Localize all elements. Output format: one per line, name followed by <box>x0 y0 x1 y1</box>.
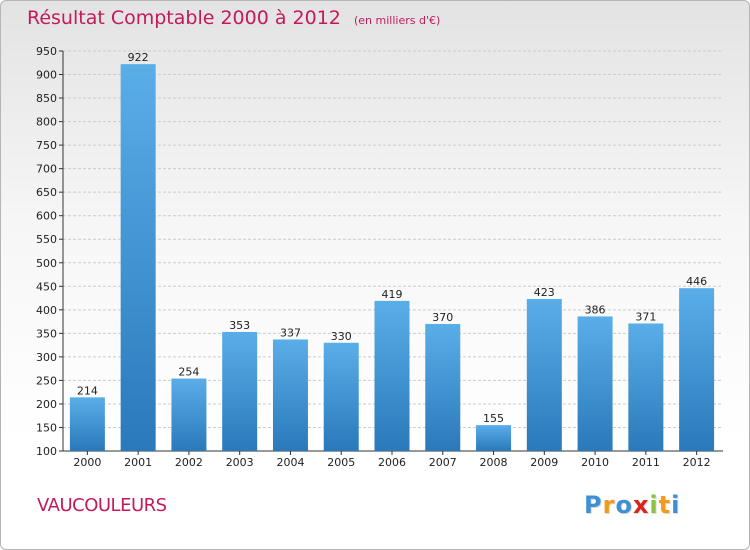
chart-subtitle: (en milliers d'€) <box>353 14 441 27</box>
proxiti-logo: Proxiti <box>584 491 680 519</box>
bar-2001 <box>120 64 156 452</box>
chart-title: Résultat Comptable 2000 à 2012 <box>27 7 341 29</box>
y-tick-label: 750 <box>36 139 57 152</box>
bar-2010 <box>577 316 613 451</box>
x-tick-label: 2001 <box>124 456 152 469</box>
location-name: VAUCOULEURS <box>37 495 167 516</box>
x-tick-label: 2002 <box>175 456 203 469</box>
y-tick-label: 700 <box>36 163 57 176</box>
bar-value-label: 254 <box>178 366 199 379</box>
bar-value-label: 371 <box>635 310 656 323</box>
logo-letter: i <box>671 491 681 519</box>
x-tick-label: 2004 <box>276 456 304 469</box>
bar-2008 <box>476 425 512 451</box>
y-tick-label: 800 <box>36 116 57 129</box>
y-tick-label: 550 <box>36 233 57 246</box>
chart-header: Résultat Comptable 2000 à 2012 (en milli… <box>27 7 440 29</box>
x-tick-label: 2008 <box>480 456 508 469</box>
bar-2007 <box>425 323 461 451</box>
bar-value-label: 419 <box>382 288 403 301</box>
x-tick-label: 2011 <box>632 456 660 469</box>
bar-2005 <box>323 342 359 451</box>
y-tick-label: 250 <box>36 374 57 387</box>
bar-value-label: 370 <box>432 311 453 324</box>
x-tick-label: 2010 <box>581 456 609 469</box>
bar-value-label: 155 <box>483 412 504 425</box>
x-tick-label: 2000 <box>73 456 101 469</box>
logo-letter: x <box>632 491 650 519</box>
y-tick-label: 500 <box>36 257 57 270</box>
logo-letter: r <box>602 491 616 519</box>
logo-letter: o <box>615 491 633 519</box>
bar-2002 <box>171 378 207 451</box>
y-tick-label: 900 <box>36 69 57 82</box>
bar-value-label: 214 <box>77 384 98 397</box>
y-tick-label: 600 <box>36 210 57 223</box>
x-tick-label: 2007 <box>429 456 457 469</box>
y-tick-label: 300 <box>36 351 57 364</box>
bar-value-label: 922 <box>128 51 149 64</box>
bar-value-label: 386 <box>585 303 606 316</box>
bar-value-label: 330 <box>331 330 352 343</box>
y-tick-label: 150 <box>36 421 57 434</box>
x-tick-label: 2006 <box>378 456 406 469</box>
bar-2011 <box>628 323 664 451</box>
bar-value-label: 353 <box>229 319 250 332</box>
bar-2012 <box>679 288 715 451</box>
y-tick-label: 450 <box>36 280 57 293</box>
bar-value-label: 337 <box>280 326 301 339</box>
y-tick-label: 400 <box>36 304 57 317</box>
y-tick-label: 850 <box>36 92 57 105</box>
bar-2000 <box>69 397 105 451</box>
bar-2009 <box>526 299 562 451</box>
y-tick-label: 650 <box>36 186 57 199</box>
logo-letter: t <box>658 491 672 519</box>
y-tick-label: 350 <box>36 327 57 340</box>
bar-2006 <box>374 300 410 451</box>
y-tick-label: 200 <box>36 398 57 411</box>
y-tick-label: 100 <box>36 445 57 458</box>
bar-value-label: 446 <box>686 275 707 288</box>
logo-letter: P <box>584 491 603 519</box>
x-tick-label: 2003 <box>226 456 254 469</box>
x-tick-label: 2009 <box>530 456 558 469</box>
bar-2004 <box>272 339 308 451</box>
y-tick-label: 950 <box>36 45 57 58</box>
x-tick-label: 2012 <box>683 456 711 469</box>
logo-letter: i <box>649 491 659 519</box>
bar-2003 <box>222 331 258 451</box>
bar-value-label: 423 <box>534 286 555 299</box>
x-tick-label: 2005 <box>327 456 355 469</box>
